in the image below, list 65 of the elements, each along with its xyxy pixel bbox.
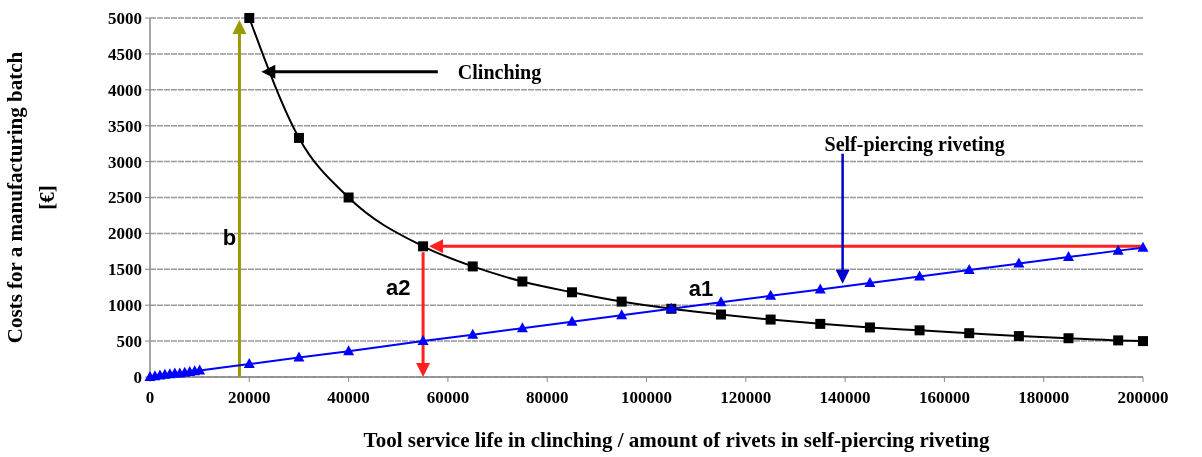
point (765, 314, 776, 325)
point (964, 328, 975, 339)
point (963, 264, 975, 275)
x-axis-title: Tool service life in clinching / amount of rivets in self-piercing riveting (363, 428, 990, 452)
point (343, 192, 354, 203)
point (814, 283, 826, 294)
point (244, 13, 255, 23)
point (1063, 333, 1074, 344)
point (567, 287, 578, 298)
point (914, 270, 926, 281)
point (1113, 335, 1124, 346)
x-tick-label: 120000 (720, 388, 772, 407)
x-tick-label: 100000 (621, 388, 672, 407)
point (293, 351, 305, 362)
y-tick-label: 2000 (108, 224, 142, 244)
point (864, 276, 876, 287)
x-tick-label: 160000 (918, 388, 970, 407)
y-tick-label: 3000 (108, 152, 142, 172)
y-tick-label: 4000 (108, 80, 142, 100)
point (516, 322, 528, 333)
point (1137, 241, 1149, 252)
point (1013, 257, 1025, 268)
x-tick-label: 60000 (426, 388, 470, 407)
point (467, 328, 479, 339)
point (566, 315, 578, 326)
x-tick-label: 20000 (228, 388, 271, 407)
y-axis-title: Costs for a manufacturing batch [€] (3, 51, 59, 344)
annotation: Self-piercing riveting (824, 132, 1005, 156)
y-tick-label: 0 (133, 367, 142, 387)
point (616, 309, 628, 320)
point (343, 345, 355, 356)
point (1063, 251, 1075, 262)
point (914, 325, 925, 336)
point (418, 241, 429, 252)
x-tick-label: 200000 (1117, 388, 1169, 407)
x-tick-label: 140000 (819, 388, 871, 407)
y-tick-label: 4500 (108, 44, 142, 64)
y-tick-label: 3500 (108, 116, 142, 136)
y-tick-label: 1500 (108, 260, 142, 280)
point (715, 296, 727, 307)
y-tick-label: 5000 (108, 8, 142, 28)
annotation: b (222, 224, 237, 250)
point (1112, 244, 1124, 255)
y-tick-label: 2500 (108, 188, 142, 208)
x-tick-label: 180000 (1018, 388, 1070, 407)
point (517, 276, 528, 287)
point (1013, 331, 1024, 342)
x-tick-label: 0 (145, 388, 155, 407)
point (765, 289, 777, 300)
point (864, 322, 875, 333)
annotation: a2 (386, 274, 411, 300)
point (243, 358, 255, 369)
point (417, 335, 429, 346)
annotation: a1 (688, 276, 714, 302)
x-tick-label: 40000 (327, 388, 370, 407)
annotation: Clinching (457, 60, 542, 84)
point (293, 132, 304, 143)
x-tick-label: 80000 (525, 388, 569, 407)
point (815, 318, 826, 329)
point (1138, 336, 1148, 347)
y-tick-label: 500 (116, 332, 142, 352)
point (467, 261, 478, 272)
point (616, 296, 627, 307)
point (715, 309, 726, 320)
y-tick-label: 1000 (108, 296, 142, 316)
